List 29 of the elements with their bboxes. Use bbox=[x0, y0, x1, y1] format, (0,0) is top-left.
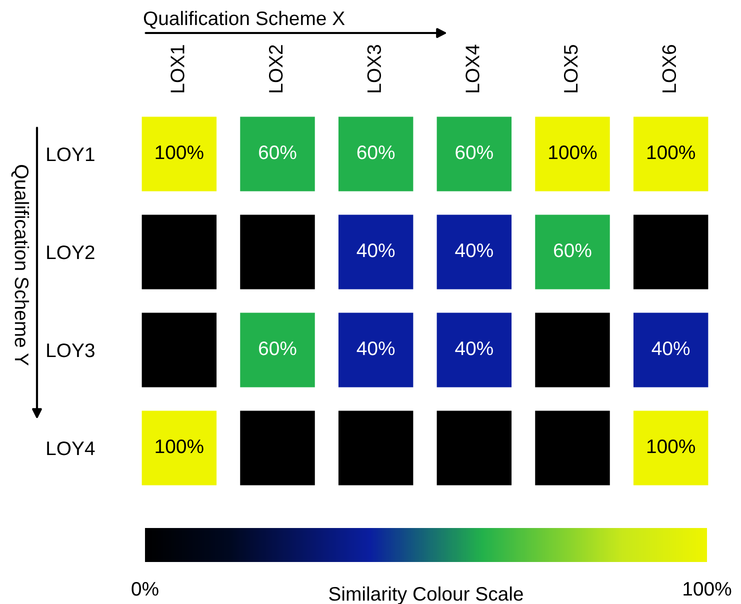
data-label: 40% bbox=[356, 341, 395, 356]
data-label: 60% bbox=[259, 145, 296, 160]
color-bar-label: 0% bbox=[132, 582, 158, 596]
data-label: 60% bbox=[357, 145, 395, 160]
y-axis-title: Qualification Scheme Y bbox=[11, 165, 30, 366]
data-label: 60% bbox=[259, 341, 296, 356]
data-label: 100% bbox=[647, 145, 696, 160]
data-label: 40% bbox=[356, 243, 395, 258]
data-label: 60% bbox=[456, 145, 493, 160]
data-label: 100% bbox=[549, 145, 597, 160]
data-label: 100% bbox=[156, 145, 204, 160]
y-tick-label: LOY4 bbox=[47, 441, 95, 456]
x-tick-label: LOX1 bbox=[170, 45, 184, 92]
data-label: 100% bbox=[156, 439, 204, 454]
x-tick-label: LOX3 bbox=[367, 45, 382, 92]
x-tick-label: LOX5 bbox=[564, 44, 578, 92]
y-tick-label: LOY2 bbox=[47, 245, 94, 260]
y-tick-label: LOY3 bbox=[47, 343, 94, 358]
x-axis-title: Qualification Scheme X bbox=[144, 10, 345, 29]
data-label: 100% bbox=[647, 439, 696, 454]
data-label: 40% bbox=[652, 341, 690, 356]
x-tick-label: LOX6 bbox=[662, 45, 676, 92]
data-label: 60% bbox=[554, 243, 592, 258]
color-bar-label: 100% bbox=[684, 582, 732, 596]
x-tick-label: LOX4 bbox=[466, 44, 480, 92]
x-tick-label: LOX2 bbox=[268, 45, 283, 92]
data-label: 40% bbox=[455, 243, 493, 258]
data-label: 40% bbox=[455, 341, 493, 356]
y-tick-label: LOY1 bbox=[47, 147, 94, 162]
